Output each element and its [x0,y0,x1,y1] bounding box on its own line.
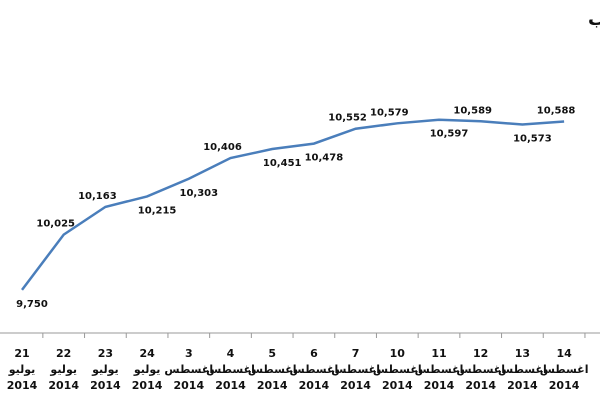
x-tick-label: 2014 [215,379,246,392]
chart-title: أداء سوق الأسهم منذ إعلان فتح السوق للأج… [588,7,600,30]
data-label: 10,589 [453,105,492,116]
data-label: 10,579 [370,107,409,118]
x-tick-label: 2014 [549,379,580,392]
x-tick-label: اغسطس [331,363,380,376]
line [21,118,565,291]
x-tick-label: 2014 [382,379,413,392]
x-tick-label: 2014 [299,379,330,392]
x-tick-label: 22 [56,347,71,360]
data-label: 10,478 [305,153,344,164]
data-label: 10,025 [36,219,75,230]
data-label: 10,588 [537,106,576,117]
x-tick-label: اغسطس [456,363,505,376]
data-label: 10,215 [138,205,177,216]
x-tick-label: 2014 [90,379,121,392]
data-label: 10,163 [78,191,117,202]
x-tick-label: 2014 [173,379,204,392]
x-tick-label: 2014 [465,379,496,392]
x-tick-label: 11 [431,347,446,360]
x-tick-label: 2014 [424,379,455,392]
x-tick-label: 2014 [340,379,371,392]
x-tick-label: اغسطس [415,363,464,376]
x-tick-label: يوليو [91,363,119,376]
x-tick-label: 24 [139,347,155,360]
x-tick-label: 10 [390,347,406,360]
x-tick-label: اغسطس [206,363,255,376]
x-tick-label: 2014 [257,379,288,392]
x-tick-label: اغسطس [540,363,589,376]
x-tick-label: اغسطس [373,363,422,376]
x-tick-label: يوليو [8,363,36,376]
x-tick-label: 2014 [48,379,79,392]
x-tick-label: 4 [227,347,235,360]
data-label: 10,303 [180,188,219,199]
x-tick-label: اغسطس [164,363,213,376]
x-tick-label: اغسطس [290,363,339,376]
x-tick-label: يوليو [133,363,161,376]
x-tick-label: 7 [352,347,360,360]
x-tick-label: 13 [515,347,530,360]
x-tick-label: 2014 [132,379,163,392]
x-tick-label: 6 [310,347,318,360]
x-tick-label: 3 [185,347,193,360]
data-label: 10,406 [203,142,242,153]
x-tick-label: 2014 [7,379,38,392]
x-tick-label: 14 [556,347,572,360]
x-tick-label: يوليو [49,363,77,376]
x-tick-label: 5 [268,347,276,360]
x-tick-label: اغسطس [498,363,547,376]
data-label: 10,597 [430,129,469,140]
x-tick-label: 21 [14,347,29,360]
data-label: 10,552 [328,113,367,124]
data-label: 10,451 [263,158,302,169]
data-label: 9,750 [16,299,48,310]
x-tick-label: 2014 [507,379,538,392]
x-tick-label: اغسطس [248,363,297,376]
x-tick-label: 23 [98,347,113,360]
x-tick-label: 12 [473,347,488,360]
data-label: 10,573 [513,134,552,145]
